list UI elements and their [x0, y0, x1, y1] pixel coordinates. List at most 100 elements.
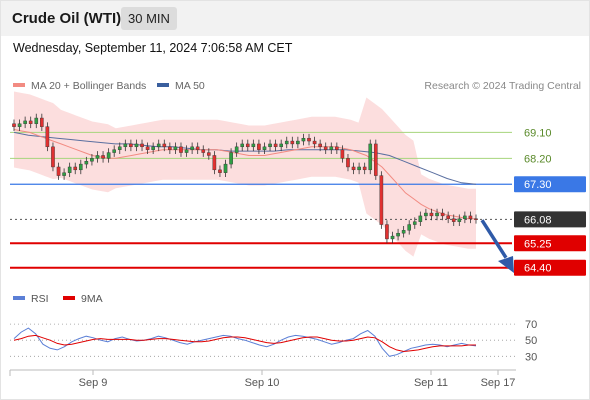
candle-body	[418, 215, 423, 222]
legend-ma50-label: MA 50	[175, 80, 205, 92]
candle-body	[95, 155, 100, 159]
candle-body	[73, 166, 78, 171]
candle-body	[78, 163, 83, 171]
candle-body	[301, 137, 306, 142]
candle-body	[234, 146, 239, 153]
candle-body	[296, 140, 300, 145]
datetime-label: Wednesday, September 11, 2024 7:06:58 AM…	[13, 41, 293, 55]
candle-body	[129, 143, 133, 148]
candle-body	[34, 117, 39, 124]
candle-body	[229, 152, 233, 165]
candle-body	[145, 146, 150, 150]
candle-body	[90, 158, 94, 162]
candle-body	[429, 212, 434, 217]
candle-body	[168, 146, 172, 150]
candle-body	[207, 152, 211, 156]
candle-body	[279, 143, 283, 148]
header-bar: Crude Oil (WTI) 30 MIN	[0, 0, 590, 36]
candle-body	[23, 120, 27, 124]
forecast-arrow-shaft	[480, 219, 508, 259]
candle-body	[223, 163, 228, 173]
candle-body	[245, 143, 250, 148]
rsi-swatch	[13, 296, 25, 301]
legend-ma20-label: MA 20 + Bollinger Bands	[31, 80, 147, 92]
candle-body	[117, 146, 122, 150]
candle-body	[357, 166, 361, 171]
candle-body	[312, 140, 317, 145]
legend-ma50: MA 50	[157, 80, 205, 92]
candle-body	[318, 143, 322, 148]
ma9-swatch	[63, 296, 75, 301]
price-level-tag-5	[514, 259, 586, 276]
rsi-axis-label-1: 50	[525, 335, 537, 347]
candle-body	[390, 235, 395, 240]
candle-body	[351, 166, 356, 171]
candle-body	[457, 218, 462, 222]
candle-body	[424, 212, 428, 217]
legend-9ma-label: 9MA	[81, 293, 103, 305]
price-level-label-3: 66.08	[524, 214, 552, 226]
candle-body	[184, 149, 189, 153]
ma50-swatch	[157, 83, 169, 88]
ma20-swatch	[13, 83, 25, 88]
instrument-title: Crude Oil (WTI)	[12, 10, 122, 27]
candle-body	[56, 166, 61, 176]
legend-rsi: RSI	[13, 293, 49, 305]
candle-body	[84, 161, 89, 165]
candle-body	[45, 126, 50, 148]
candle-body	[440, 212, 445, 217]
candle-body	[468, 215, 473, 219]
candle-body	[195, 146, 200, 150]
candle-body	[474, 218, 478, 220]
candle-body	[268, 143, 272, 148]
candle-body	[51, 146, 55, 168]
candle-body	[17, 123, 22, 127]
candle-body	[101, 155, 105, 159]
legend-ma20: MA 20 + Bollinger Bands	[13, 80, 146, 92]
candle-body	[362, 166, 367, 171]
candle-body	[451, 218, 456, 222]
price-level-label-4: 65.25	[524, 238, 552, 250]
candle-body	[218, 169, 222, 173]
candle-body	[134, 143, 139, 148]
price-level-label-5: 64.40	[524, 263, 552, 275]
candle-body	[385, 224, 389, 240]
timeframe-button[interactable]: 30 MIN	[121, 7, 177, 30]
candle-body	[346, 158, 350, 168]
candle-body	[435, 212, 439, 217]
candle-body	[140, 143, 144, 148]
candle-body	[368, 143, 373, 171]
candles-group	[12, 113, 478, 244]
candle-body	[173, 146, 178, 150]
candle-body	[273, 143, 278, 148]
rsi-axis-label-2: 30	[525, 351, 537, 363]
candle-body	[335, 146, 339, 150]
candle-body	[12, 123, 16, 127]
candle-body	[201, 149, 206, 153]
candle-body	[307, 137, 311, 142]
candle-body	[407, 224, 412, 231]
candle-body	[401, 230, 406, 234]
rsi-line	[13, 327, 477, 357]
candle-body	[179, 146, 183, 153]
candle-body	[323, 146, 328, 150]
price-level-label-2: 67.30	[524, 179, 552, 191]
candle-body	[67, 166, 72, 173]
candle-body	[446, 215, 450, 219]
rsi-ma9-line	[13, 334, 476, 353]
candle-body	[340, 149, 345, 159]
x-axis-label-1: Sep 10	[245, 377, 280, 389]
legend-9ma: 9MA	[63, 293, 103, 305]
candle-body	[251, 143, 256, 148]
ma20-line	[13, 129, 476, 220]
x-axis-label-3: Sep 17	[481, 377, 516, 389]
candle-body	[396, 232, 400, 237]
price-level-tag-2	[514, 176, 586, 193]
candle-body	[290, 140, 295, 145]
candle-body	[151, 146, 155, 150]
candle-body	[28, 120, 33, 124]
candle-body	[284, 140, 289, 145]
candle-body	[257, 143, 261, 150]
candle-body	[329, 146, 334, 150]
candle-body	[123, 143, 128, 148]
